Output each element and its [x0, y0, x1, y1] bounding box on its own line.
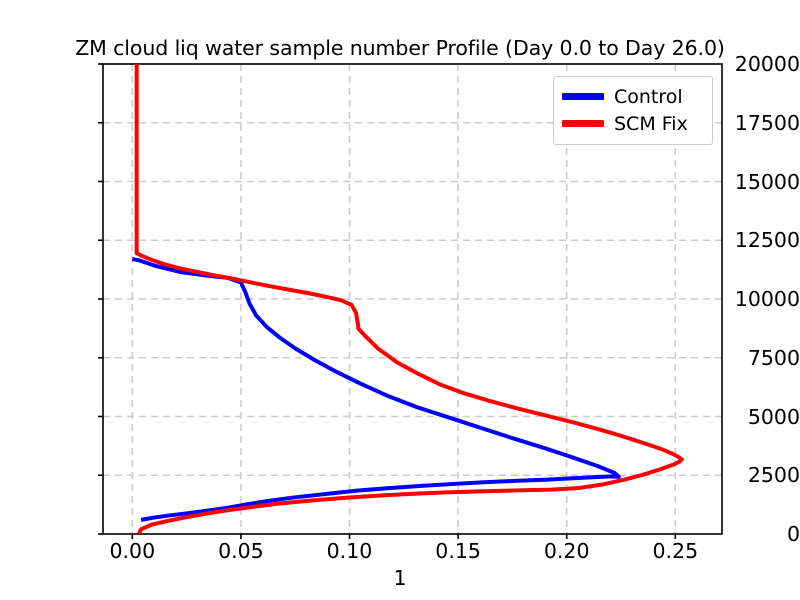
x-tick-label: 0.20 — [543, 539, 590, 563]
y-tick-label: 5000 — [747, 404, 800, 429]
y-tick-label: 7500 — [747, 345, 800, 370]
chart-legend[interactable]: Control SCM Fix — [553, 76, 713, 145]
x-tick-label: 0.15 — [435, 539, 481, 563]
y-tick-label: 0 — [786, 522, 800, 546]
y-tick-label: 15000 — [734, 169, 800, 194]
y-tick-label: 17500 — [734, 110, 800, 135]
y-tick-label: 2500 — [747, 463, 800, 488]
legend-item-control[interactable]: Control — [562, 83, 704, 110]
x-tick-label: 0.10 — [326, 539, 373, 563]
legend-label-control: Control — [614, 85, 683, 108]
chart-title: ZM cloud liq water sample number Profile… — [75, 36, 725, 60]
axis-tick-marks — [98, 63, 677, 539]
x-tick-label: 0.25 — [652, 539, 699, 563]
y-tick-label: 12500 — [734, 228, 800, 253]
legend-swatch-scm-fix — [562, 120, 604, 127]
series-line-scm-fix — [134, 64, 684, 534]
y-tick-label: 10000 — [734, 287, 800, 311]
legend-swatch-control — [562, 93, 604, 100]
x-axis-label: 1 — [393, 566, 407, 590]
series-line-control — [131, 257, 621, 522]
x-tick-label: 0.05 — [218, 539, 264, 563]
data-series-layer — [131, 64, 684, 534]
x-tick-label: 0.00 — [109, 539, 156, 563]
plot-frame — [102, 63, 723, 535]
legend-label-scm-fix: SCM Fix — [614, 112, 688, 135]
y-tick-label: 20000 — [734, 52, 800, 76]
legend-item-scm-fix[interactable]: SCM Fix — [562, 110, 704, 137]
